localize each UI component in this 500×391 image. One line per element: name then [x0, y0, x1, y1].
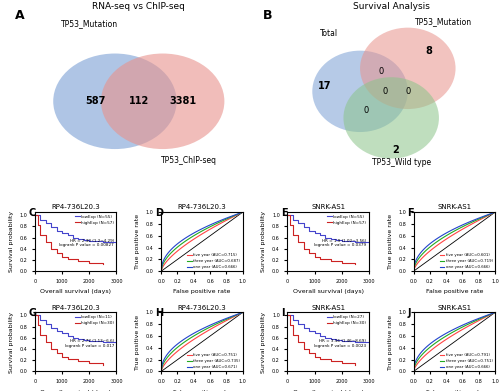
Y-axis label: True positive rate: True positive rate — [136, 314, 140, 369]
Text: 17: 17 — [318, 81, 332, 91]
X-axis label: Overall survival (days): Overall survival (days) — [292, 289, 364, 294]
Title: SNRK-AS1: SNRK-AS1 — [437, 204, 472, 210]
Y-axis label: True positive rate: True positive rate — [136, 214, 140, 269]
Title: RP4-736L20.3: RP4-736L20.3 — [52, 204, 100, 210]
Legend: lowExp (N=55), highExp (N=57): lowExp (N=55), highExp (N=57) — [73, 213, 116, 226]
X-axis label: Overall survival (days): Overall survival (days) — [40, 289, 111, 294]
Text: TP53_Mutation: TP53_Mutation — [414, 17, 472, 26]
Text: 0: 0 — [382, 87, 388, 96]
X-axis label: False positive rate: False positive rate — [173, 390, 231, 391]
Text: TP53_Wild type: TP53_Wild type — [372, 158, 431, 167]
Text: 8: 8 — [425, 46, 432, 56]
Text: I: I — [281, 308, 284, 318]
Text: B: B — [262, 9, 272, 22]
Text: E: E — [281, 208, 287, 217]
Text: F: F — [407, 208, 414, 217]
Circle shape — [360, 28, 456, 109]
Text: H: H — [154, 308, 163, 318]
Y-axis label: True positive rate: True positive rate — [388, 314, 392, 369]
X-axis label: Overall survival (days): Overall survival (days) — [292, 390, 364, 391]
Text: HR = 1.9 (1.02~3.56)
logrank P value = 0.0379: HR = 1.9 (1.02~3.56) logrank P value = 0… — [314, 239, 366, 248]
Text: 587: 587 — [85, 96, 105, 106]
Y-axis label: Survival probability: Survival probability — [9, 311, 14, 373]
Title: RP4-736L20.3: RP4-736L20.3 — [178, 204, 226, 210]
Circle shape — [344, 77, 439, 159]
Legend: five year (AUC=0.751), three year (AUC=0.735), one year (AUC=0.671): five year (AUC=0.751), three year (AUC=0… — [186, 352, 242, 371]
Title: SNRK-AS1: SNRK-AS1 — [311, 204, 345, 210]
Y-axis label: Survival probability: Survival probability — [262, 311, 266, 373]
Text: 2: 2 — [392, 145, 398, 155]
Text: HR = 3.56 (1.46~8.69)
logrank P value = 0.0023: HR = 3.56 (1.46~8.69) logrank P value = … — [314, 339, 366, 348]
X-axis label: Overall survival (days): Overall survival (days) — [40, 390, 111, 391]
Text: TP53_Mutation: TP53_Mutation — [60, 19, 118, 28]
Legend: five year (AUC=0.601), three year (AUC=0.719), one year (AUC=0.666): five year (AUC=0.601), three year (AUC=0… — [438, 251, 494, 271]
Title: SNRK-AS1: SNRK-AS1 — [311, 305, 345, 311]
Text: A: A — [16, 9, 25, 22]
Text: 0: 0 — [405, 87, 410, 96]
Text: J: J — [407, 308, 410, 318]
Legend: lowExp (N=11), highExp (N=30): lowExp (N=11), highExp (N=30) — [73, 313, 116, 327]
Text: 3381: 3381 — [169, 96, 196, 106]
Text: G: G — [28, 308, 36, 318]
Y-axis label: Survival probability: Survival probability — [262, 211, 266, 272]
Title: Survival Analysis: Survival Analysis — [353, 2, 430, 11]
Title: RNA-seq vs ChIP-seq: RNA-seq vs ChIP-seq — [92, 2, 185, 11]
Ellipse shape — [53, 54, 176, 149]
Legend: lowExp (N=27), highExp (N=30): lowExp (N=27), highExp (N=30) — [326, 313, 368, 327]
Y-axis label: Survival probability: Survival probability — [9, 211, 14, 272]
Title: SNRK-AS1: SNRK-AS1 — [437, 305, 472, 311]
Text: C: C — [28, 208, 35, 217]
Text: HR = 2.72 (1.13~6.6)
logrank P value = 0.017: HR = 2.72 (1.13~6.6) logrank P value = 0… — [64, 339, 114, 348]
Legend: five year (AUC=0.791), three year (AUC=0.751), one year (AUC=0.666): five year (AUC=0.791), three year (AUC=0… — [438, 352, 494, 371]
Text: 0: 0 — [378, 67, 384, 76]
Circle shape — [312, 51, 408, 132]
Title: RP4-736L20.3: RP4-736L20.3 — [178, 305, 226, 311]
X-axis label: False positive rate: False positive rate — [173, 289, 231, 294]
Text: TP53_ChIP-seq: TP53_ChIP-seq — [160, 156, 216, 165]
Legend: five year (AUC=0.715), three year (AUC=0.687), one year (AUC=0.666): five year (AUC=0.715), three year (AUC=0… — [186, 251, 242, 271]
Text: D: D — [154, 208, 162, 217]
Ellipse shape — [101, 54, 224, 149]
Text: Total: Total — [320, 29, 338, 38]
X-axis label: False positive rate: False positive rate — [426, 289, 483, 294]
Text: 112: 112 — [128, 96, 149, 106]
Title: RP4-736L20.3: RP4-736L20.3 — [52, 305, 100, 311]
X-axis label: False positive rate: False positive rate — [426, 390, 483, 391]
Text: 0: 0 — [364, 106, 369, 115]
Legend: lowExp (N=55), highExp (N=57): lowExp (N=55), highExp (N=57) — [326, 213, 368, 226]
Y-axis label: True positive rate: True positive rate — [388, 214, 392, 269]
Text: HR = 2.30 (1.2~4.29)
logrank P value = 0.00827: HR = 2.30 (1.2~4.29) logrank P value = 0… — [59, 239, 114, 248]
